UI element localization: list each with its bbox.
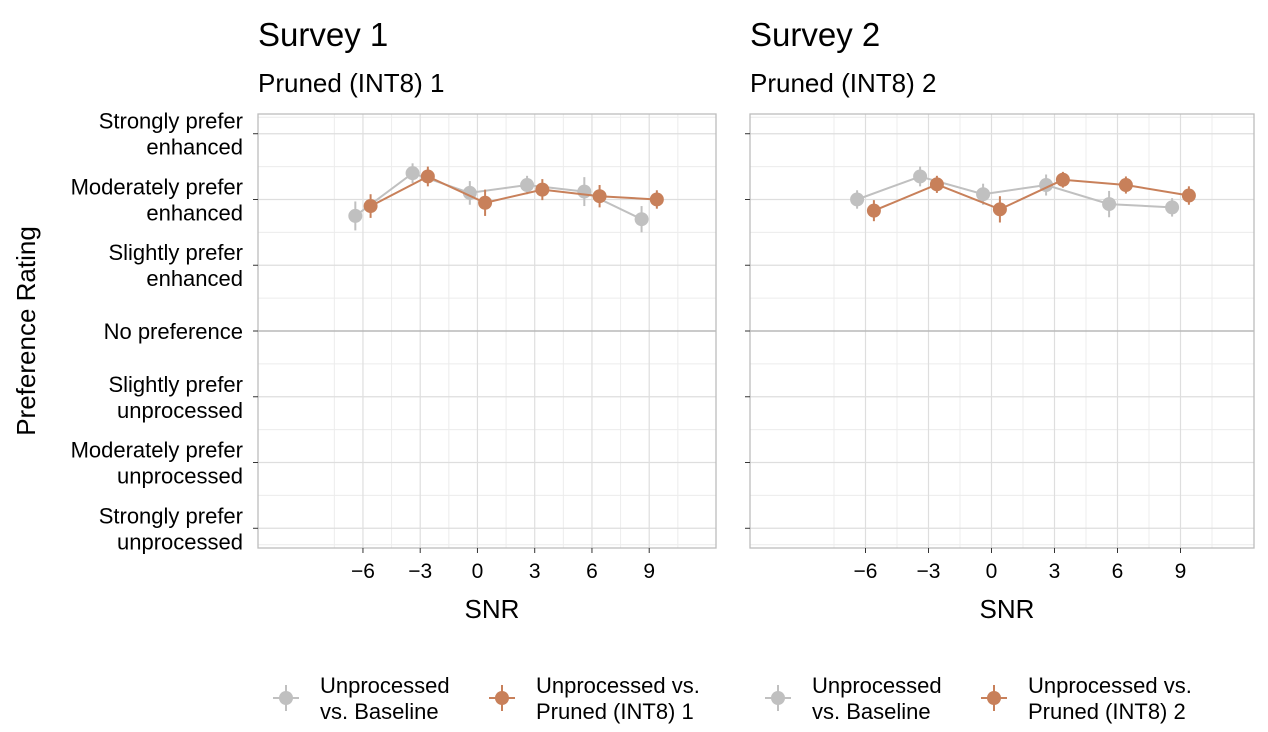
data-point bbox=[1181, 188, 1196, 203]
data-point bbox=[1165, 200, 1180, 215]
x-tick-label: −6 bbox=[351, 560, 375, 583]
data-point bbox=[478, 195, 493, 210]
y-tick-label: Strongly prefer bbox=[99, 109, 243, 134]
data-point bbox=[363, 199, 378, 214]
x-tick-label: 9 bbox=[643, 560, 655, 583]
legend-key-point bbox=[771, 691, 785, 705]
y-tick-label: Strongly prefer bbox=[99, 503, 243, 528]
x-tick-label: −6 bbox=[854, 560, 878, 583]
x-axis-title: SNR bbox=[465, 594, 520, 624]
data-point bbox=[929, 177, 944, 192]
series-line bbox=[873, 178, 1190, 212]
data-point bbox=[520, 178, 535, 193]
series-line bbox=[856, 175, 1173, 209]
x-tick-label: 0 bbox=[986, 560, 998, 583]
x-tick-label: −3 bbox=[408, 560, 432, 583]
legend-key-point bbox=[279, 691, 293, 705]
y-tick-label: enhanced bbox=[146, 266, 243, 291]
data-point bbox=[592, 189, 607, 204]
legend-key-point bbox=[987, 691, 1001, 705]
y-tick-label: enhanced bbox=[146, 200, 243, 225]
y-tick-label: unprocessed bbox=[117, 398, 243, 423]
y-tick-label: Moderately prefer bbox=[71, 174, 243, 199]
y-tick-label: unprocessed bbox=[117, 529, 243, 554]
legend-label: vs. Baseline bbox=[320, 699, 439, 724]
data-point bbox=[634, 212, 649, 227]
x-tick-label: 6 bbox=[586, 560, 598, 583]
x-tick-label: 9 bbox=[1175, 560, 1187, 583]
x-tick-label: 6 bbox=[1112, 560, 1124, 583]
data-point bbox=[992, 202, 1007, 217]
panel-subtitle: Pruned (INT8) 1 bbox=[258, 68, 444, 98]
data-point bbox=[1118, 178, 1133, 193]
data-point bbox=[348, 208, 363, 223]
data-point bbox=[649, 192, 664, 207]
y-tick-label: unprocessed bbox=[117, 464, 243, 489]
series-line bbox=[370, 175, 657, 207]
data-point bbox=[535, 182, 550, 197]
data-point bbox=[850, 192, 865, 207]
data-point bbox=[420, 169, 435, 184]
y-tick-label: enhanced bbox=[146, 135, 243, 160]
y-tick-label: Slightly prefer bbox=[108, 372, 243, 397]
legend-label: Unprocessed bbox=[320, 673, 450, 698]
panel-subtitle: Pruned (INT8) 2 bbox=[750, 68, 936, 98]
x-tick-label: 0 bbox=[472, 560, 484, 583]
legend-label: Unprocessed vs. bbox=[1028, 673, 1192, 698]
legend-label: vs. Baseline bbox=[812, 699, 931, 724]
data-point bbox=[866, 203, 881, 218]
x-tick-label: 3 bbox=[529, 560, 541, 583]
legend-key-point bbox=[495, 691, 509, 705]
panel-title: Survey 1 bbox=[258, 16, 388, 53]
y-tick-label: No preference bbox=[104, 319, 243, 344]
legend-label: Pruned (INT8) 1 bbox=[536, 699, 694, 724]
x-tick-label: 3 bbox=[1049, 560, 1061, 583]
data-point bbox=[405, 166, 420, 181]
legend-label: Unprocessed vs. bbox=[536, 673, 700, 698]
legend-label: Unprocessed bbox=[812, 673, 942, 698]
y-axis-title: Preference Rating bbox=[11, 226, 41, 436]
x-tick-label: −3 bbox=[917, 560, 941, 583]
y-tick-label: Moderately prefer bbox=[71, 438, 243, 463]
panel-title: Survey 2 bbox=[750, 16, 880, 53]
data-point bbox=[1055, 172, 1070, 187]
data-point bbox=[976, 187, 991, 202]
data-point bbox=[577, 184, 592, 199]
data-point bbox=[1102, 197, 1117, 212]
legend-label: Pruned (INT8) 2 bbox=[1028, 699, 1186, 724]
data-point bbox=[913, 169, 928, 184]
y-tick-label: Slightly prefer bbox=[108, 240, 243, 265]
x-axis-title: SNR bbox=[980, 594, 1035, 624]
